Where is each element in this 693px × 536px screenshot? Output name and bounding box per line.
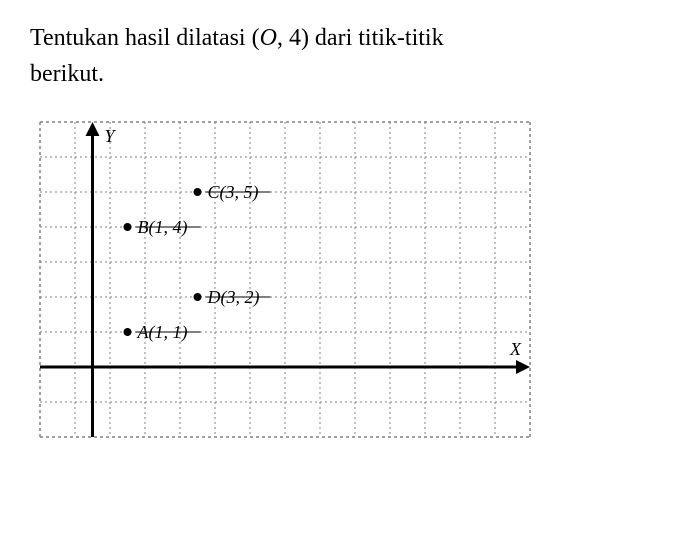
question-line1-o: O [260,25,277,51]
point-a [124,328,132,336]
point-c [194,188,202,196]
question-line1-pre: Tentukan hasil dilatasi ( [30,25,260,51]
chart-svg: YXA(1, 1)B(1, 4)C(3, 5)D(3, 2) [30,107,540,457]
y-axis-arrow [86,122,100,136]
dilation-chart: YXA(1, 1)B(1, 4)C(3, 5)D(3, 2) [30,107,540,457]
question-line1-mid: , 4) dari titik-titik [277,25,444,51]
question-line2: berikut. [30,61,104,87]
point-b [124,223,132,231]
y-axis-label: Y [105,126,117,146]
x-axis-label: X [509,339,522,359]
question-text: Tentukan hasil dilatasi (O, 4) dari titi… [30,20,663,92]
x-axis-arrow [516,360,530,374]
point-d [194,293,202,301]
